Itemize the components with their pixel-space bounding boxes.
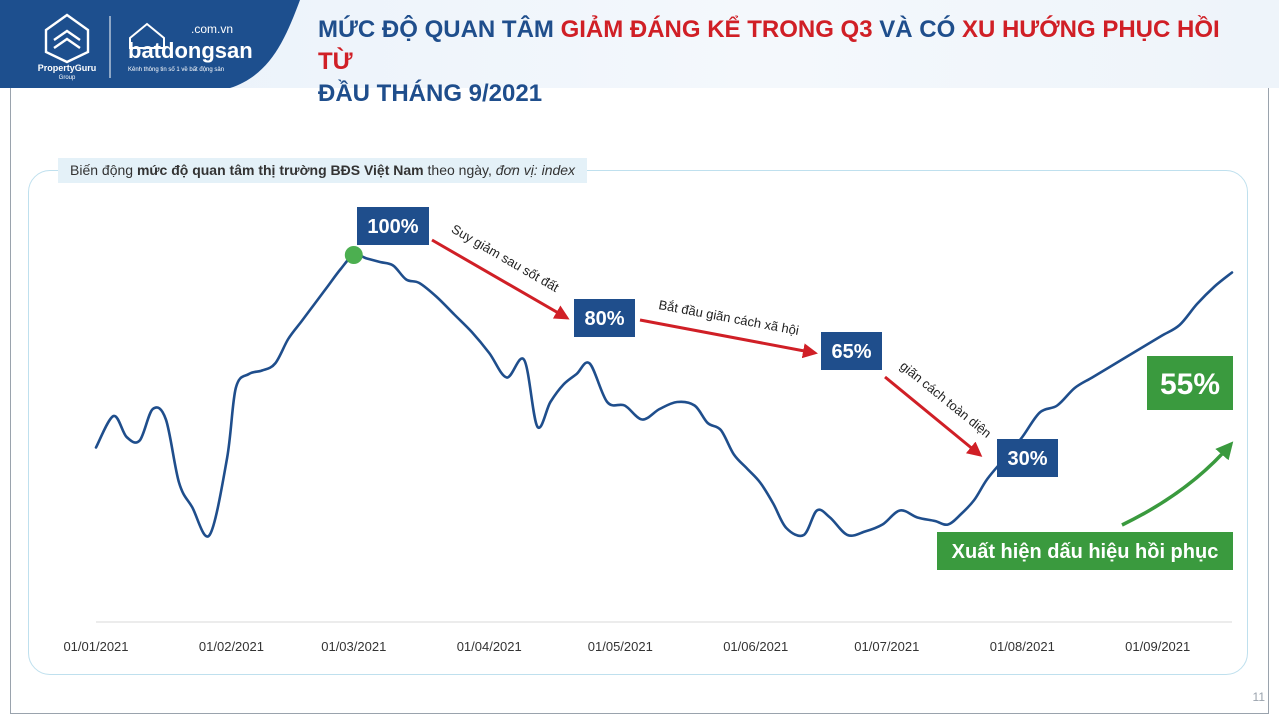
- chart-panel: [28, 170, 1248, 675]
- label-30-text: 30%: [1007, 448, 1047, 470]
- propertyguru-text: PropertyGuru: [38, 63, 97, 73]
- label-65-box: [821, 332, 882, 370]
- label-30-box: [997, 439, 1058, 477]
- batdongsan-house-icon: [129, 22, 165, 49]
- slide-frame: [10, 88, 1269, 714]
- subtitle-part-2: mức độ quan tâm thị trường BĐS Việt Nam: [136, 162, 424, 178]
- label-55-text: 55%: [1160, 368, 1220, 401]
- x-tick-label: 01/09/2021: [1125, 639, 1190, 654]
- page-title: MỨC ĐỘ QUAN TÂM GIẢM ĐÁNG KỂ TRONG Q3 VÀ…: [318, 14, 1238, 110]
- label-80-box: [574, 299, 635, 337]
- label-100-box: [357, 207, 429, 245]
- subtitle-part-1: Biến động: [70, 162, 137, 178]
- title-part-2: GIẢM ĐÁNG KỂ TRONG Q3: [560, 16, 880, 43]
- propertyguru-logo-icon: [44, 13, 90, 64]
- arrow-text-2: Bắt đầu giãn cách xã hội: [657, 297, 800, 338]
- x-tick-label: 01/08/2021: [990, 639, 1055, 654]
- subtitle-part-4: đơn vị: index: [495, 162, 576, 178]
- arrow-recovery: [1121, 441, 1234, 527]
- x-tick-label: 01/04/2021: [457, 639, 522, 654]
- label-100-text: 100%: [367, 216, 418, 238]
- page-number: 11: [1252, 690, 1265, 704]
- title-part-3: VÀ CÓ: [879, 16, 962, 43]
- subtitle-part-3: theo ngày,: [423, 162, 496, 178]
- x-tick-label: 01/06/2021: [723, 639, 788, 654]
- x-tick-label: 01/07/2021: [854, 639, 919, 654]
- label-55-box: [1147, 356, 1233, 410]
- batdongsan-domain-text: .com.vn: [191, 22, 233, 36]
- recovery-label-text: Xuất hiện dấu hiệu hồi phục: [952, 541, 1219, 563]
- title-part-4: XU HƯỚNG PHỤC HỒI TỪ: [318, 16, 1220, 75]
- x-tick-label: 01/01/2021: [63, 639, 128, 654]
- peak-point: [344, 246, 363, 264]
- x-tick-label: 01/02/2021: [199, 639, 264, 654]
- propertyguru-group-text: Group: [59, 75, 76, 81]
- title-part-5: ĐẦU THÁNG 9/2021: [318, 80, 543, 107]
- chart-subtitle: Biến động mức độ quan tâm thị trường BĐS…: [58, 158, 588, 183]
- x-tick-label: 01/05/2021: [588, 639, 653, 654]
- arrow-decline-1: [431, 238, 570, 320]
- arrow-decline-3: [884, 375, 983, 457]
- recovery-label-box: [937, 532, 1233, 570]
- x-tick-label: 01/03/2021: [321, 639, 386, 654]
- batdongsan-name-text: batdongsan: [128, 38, 253, 63]
- label-80-text: 80%: [584, 308, 624, 330]
- title-part-1: MỨC ĐỘ QUAN TÂM: [318, 16, 561, 43]
- arrow-decline-2: [639, 318, 818, 359]
- batdongsan-tagline-text: Kênh thông tin số 1 về bất động sản: [128, 67, 224, 73]
- logo-block: PropertyGuru Group .com.vn batdongsan Kê…: [0, 0, 300, 88]
- label-65-text: 65%: [831, 341, 871, 363]
